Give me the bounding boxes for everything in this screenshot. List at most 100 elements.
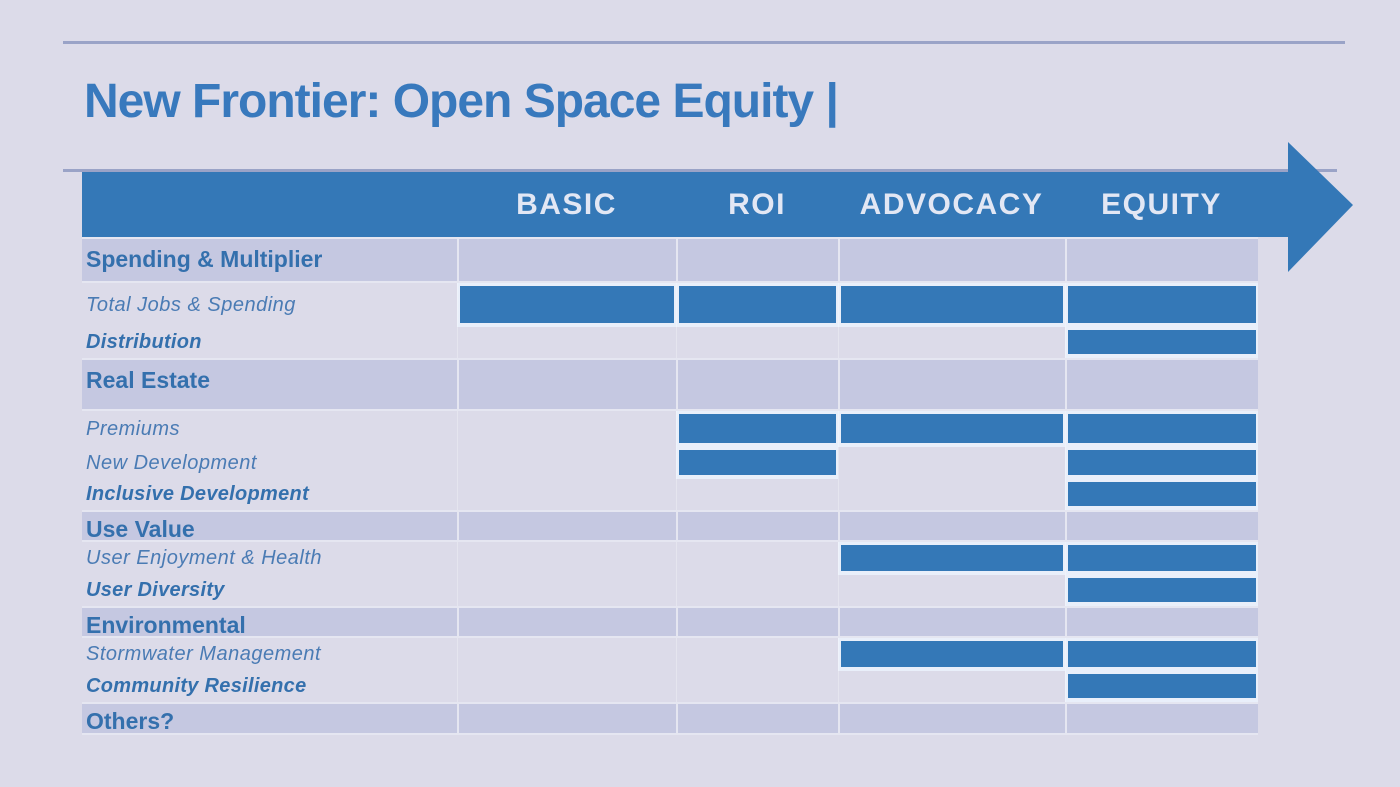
matrix-bar-cell	[1065, 447, 1258, 479]
row-label-cell: Spending & Multiplier	[82, 239, 457, 281]
matrix-table: Spending & Multiplier Total Jobs & Spendi…	[82, 237, 1258, 735]
matrix-empty-cell	[838, 479, 1065, 510]
row-label-cell: Others?	[82, 704, 457, 734]
table-row: Environmental	[82, 606, 1258, 638]
matrix-empty-cell	[676, 327, 838, 358]
matrix-empty-cell	[457, 575, 676, 606]
row-label-cell: Stormwater Management	[82, 638, 457, 671]
table-row: Use Value	[82, 510, 1258, 542]
matrix-bar-cell	[676, 283, 838, 327]
row-label-cell: Community Resilience	[82, 671, 457, 702]
matrix-empty-cell	[1065, 512, 1258, 540]
row-label-cell: Real Estate	[82, 360, 457, 409]
matrix-bar-cell	[1065, 411, 1258, 447]
matrix-empty-cell	[457, 447, 676, 479]
matrix-empty-cell	[457, 608, 676, 636]
matrix-empty-cell	[838, 239, 1065, 281]
matrix-bar-cell	[838, 542, 1065, 575]
matrix-bar-cell	[1065, 327, 1258, 358]
matrix-bar	[841, 545, 1063, 571]
arrow-shape	[82, 142, 1353, 272]
matrix-empty-cell	[457, 327, 676, 358]
matrix-bar-cell	[1065, 283, 1258, 327]
matrix-bar	[460, 286, 674, 323]
matrix-bar-cell	[676, 447, 838, 479]
matrix-bar-cell	[676, 411, 838, 447]
matrix-empty-cell	[1065, 239, 1258, 281]
table-row: Spending & Multiplier	[82, 237, 1258, 283]
matrix-bar	[841, 641, 1063, 667]
row-label: User Diversity	[86, 579, 225, 601]
matrix-empty-cell	[676, 542, 838, 575]
row-label-cell: User Diversity	[82, 575, 457, 606]
row-label-cell: Use Value	[82, 512, 457, 542]
matrix-empty-cell	[676, 671, 838, 702]
matrix-empty-cell	[1065, 360, 1258, 409]
row-label-cell: Inclusive Development	[82, 479, 457, 510]
row-label: Total Jobs & Spending	[86, 293, 296, 316]
matrix-empty-cell	[838, 575, 1065, 606]
matrix-empty-cell	[838, 608, 1065, 636]
table-row: Inclusive Development	[82, 479, 1258, 510]
matrix-bar-cell	[838, 283, 1065, 327]
page-title: New Frontier: Open Space Equity |	[84, 75, 839, 128]
row-label: New Development	[86, 451, 257, 474]
matrix-empty-cell	[838, 327, 1065, 358]
matrix-bar	[1068, 641, 1256, 667]
matrix-bar	[1068, 578, 1256, 602]
row-label: User Enjoyment & Health	[86, 547, 323, 569]
matrix-bar	[679, 450, 836, 475]
matrix-bar-cell	[457, 283, 676, 327]
matrix-empty-cell	[457, 360, 676, 409]
table-row: Premiums	[82, 411, 1258, 447]
matrix-bar	[679, 286, 836, 323]
row-label: Distribution	[86, 331, 202, 353]
table-row: Community Resilience	[82, 671, 1258, 702]
matrix-empty-cell	[676, 704, 838, 733]
matrix-bar-cell	[1065, 542, 1258, 575]
row-label-cell: Premiums	[82, 411, 457, 447]
matrix-empty-cell	[676, 638, 838, 671]
matrix-empty-cell	[457, 411, 676, 447]
matrix-bar-cell	[1065, 671, 1258, 702]
matrix-empty-cell	[676, 479, 838, 510]
title-rule	[63, 169, 1337, 172]
matrix-empty-cell	[838, 512, 1065, 540]
matrix-empty-cell	[676, 360, 838, 409]
matrix-bar	[1068, 674, 1256, 698]
matrix-bar-cell	[1065, 638, 1258, 671]
row-label: Stormwater Management	[86, 643, 322, 665]
table-row: Stormwater Management	[82, 638, 1258, 671]
matrix-empty-cell	[838, 447, 1065, 479]
column-header-roi: ROI	[728, 188, 786, 221]
table-row: Total Jobs & Spending	[82, 283, 1258, 327]
table-row: User Enjoyment & Health	[82, 542, 1258, 575]
matrix-empty-cell	[457, 542, 676, 575]
matrix-empty-cell	[1065, 608, 1258, 636]
matrix-bar	[1068, 545, 1256, 571]
matrix-empty-cell	[457, 479, 676, 510]
matrix-bar	[1068, 330, 1256, 354]
row-label-cell: Distribution	[82, 327, 457, 358]
matrix-empty-cell	[457, 638, 676, 671]
matrix-bar-cell	[1065, 575, 1258, 606]
matrix-bar	[1068, 414, 1256, 443]
matrix-bar-cell	[838, 638, 1065, 671]
row-label-cell: Environmental	[82, 608, 457, 638]
matrix-empty-cell	[676, 575, 838, 606]
matrix-bar	[1068, 450, 1256, 475]
matrix-empty-cell	[676, 608, 838, 636]
row-label: Real Estate	[86, 367, 211, 393]
matrix-empty-cell	[457, 704, 676, 733]
column-header-equity: EQUITY	[1101, 188, 1222, 221]
row-label: Premiums	[86, 417, 181, 440]
matrix-bar	[679, 414, 836, 443]
column-header-basic: BASIC	[516, 188, 617, 221]
matrix-empty-cell	[838, 704, 1065, 733]
matrix-empty-cell	[1065, 704, 1258, 733]
matrix-bar-cell	[838, 411, 1065, 447]
top-rule	[63, 41, 1345, 44]
row-label-cell: User Enjoyment & Health	[82, 542, 457, 575]
row-label: Use Value	[86, 516, 195, 542]
